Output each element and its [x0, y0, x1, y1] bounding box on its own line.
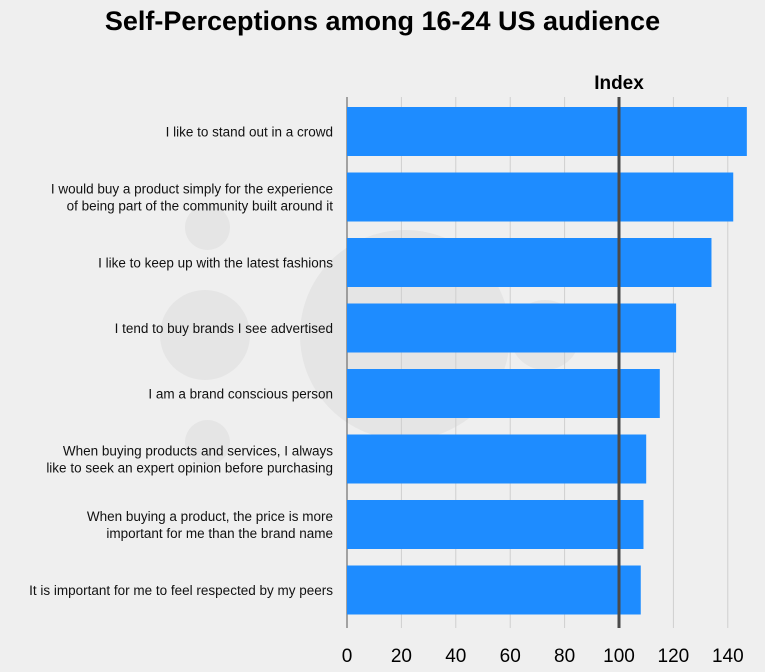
background-circle: [160, 290, 250, 380]
category-label: It is important for me to feel respected…: [29, 583, 333, 598]
bar: [347, 565, 641, 615]
category-label: I am a brand conscious person: [148, 387, 333, 402]
bar: [347, 434, 647, 484]
category-label: I would buy a product simply for the exp…: [51, 182, 333, 214]
bar: [347, 238, 712, 287]
category-label: I like to keep up with the latest fashio…: [98, 256, 333, 271]
category-label: When buying a product, the price is more…: [87, 509, 333, 541]
x-tick-label: 120: [658, 646, 690, 667]
index-label: Index: [594, 73, 644, 94]
x-tick-label: 140: [712, 646, 744, 667]
category-label: I like to stand out in a crowd: [166, 125, 333, 140]
x-tick-label: 20: [391, 646, 412, 667]
bar: [347, 303, 677, 353]
bar: [347, 369, 660, 418]
x-tick-label: 40: [445, 646, 466, 667]
background-circle: [185, 420, 230, 465]
x-tick-label: 60: [500, 646, 521, 667]
x-tick-label: 100: [603, 646, 635, 667]
bar: [347, 500, 644, 549]
background-circle: [185, 205, 230, 250]
chart-title: Self-Perceptions among 16-24 US audience: [104, 6, 661, 36]
bar: [347, 172, 734, 222]
category-label: When buying products and services, I alw…: [46, 444, 333, 476]
category-label: I tend to buy brands I see advertised: [115, 321, 333, 336]
x-tick-label: 0: [342, 646, 353, 667]
bar: [347, 107, 747, 156]
x-tick-label: 80: [554, 646, 575, 667]
